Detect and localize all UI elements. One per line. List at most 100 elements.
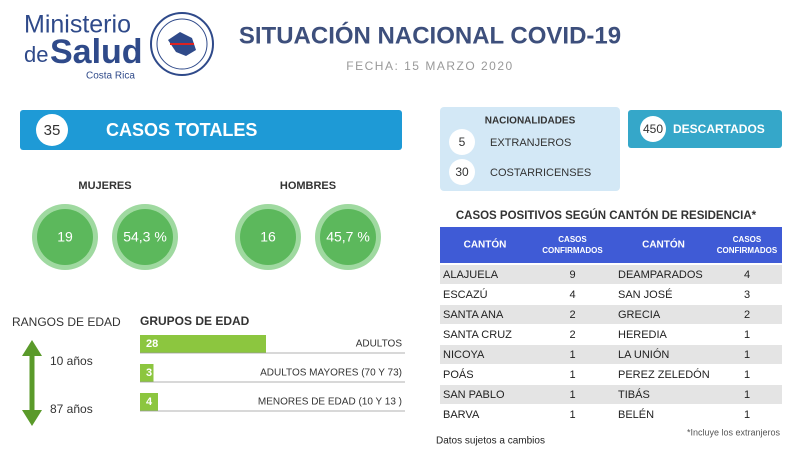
table-canton: ESCAZÚ [443,288,488,301]
logo-text: Ministerio [24,11,131,39]
table-canton: BELÉN [618,408,654,421]
nationalities-box [440,107,620,191]
table-canton: SAN JOSÉ [618,288,672,301]
table-row-bg [440,325,782,344]
total-value: 35 [44,122,61,139]
table-canton: LA UNIÓN [618,348,669,361]
table-header: CANTÓN [464,238,507,251]
age-label: MENORES DE EDAD (10 Y 13 ) [258,397,402,408]
gender-circle [37,209,93,265]
table-count: 1 [744,369,750,381]
gender-section: MUJERES 19 54,3 % HOMBRES 16 45,7 % [32,180,381,270]
age-bar [140,393,158,411]
age-ranges-title: RANGOS DE EDAD [12,315,121,329]
total-badge [36,114,68,146]
age-groups-title: GRUPOS DE EDAD [140,314,250,328]
table-count: 1 [744,329,750,341]
table-canton: ALAJUELA [443,269,499,281]
nationalities-title: NACIONALIDADES [485,116,576,127]
total-box [20,110,402,150]
gender-label: HOMBRES [280,180,336,192]
table-row-bg [440,285,782,304]
table-count: 1 [569,369,575,381]
table-count: 4 [744,269,750,281]
table-header: CANTÓN [642,238,685,251]
table-header: CASOS CONFIRMADOS [717,235,778,255]
discarded-label: DESCARTADOS [673,122,765,136]
gender-label: MUJERES [78,180,131,192]
date: FECHA: 15 MARZO 2020 [346,59,513,73]
table-canton: BARVA [443,409,480,421]
table-row-bg [440,265,782,284]
table-count: 1 [569,349,575,361]
nationality-label: COSTARRICENSES [490,167,591,179]
nationality-count: 30 [455,165,469,179]
table-canton: SAN PABLO [443,389,505,401]
table-title: CASOS POSITIVOS SEGÚN CANTÓN DE RESIDENC… [456,209,757,222]
footnote: *Incluye los extranjeros [687,427,781,437]
table-count: 1 [744,409,750,421]
table-row-bg [440,345,782,364]
table-count: 1 [744,389,750,401]
nationalities-list: 5 EXTRANJEROS 30 COSTARRICENSES [449,129,591,185]
age-min: 10 años [50,354,93,368]
table-count: 4 [569,289,575,301]
gender-value: 54,3 % [123,229,167,245]
discarded-box [628,110,782,148]
table-canton: GRECIA [618,309,661,321]
table-count: 1 [569,389,575,401]
table-canton: SANTA ANA [443,309,504,321]
table-row-bg [440,405,782,424]
table-canton: SANTA CRUZ [443,329,512,341]
gender-circle [117,209,173,265]
table-count: 2 [569,329,575,341]
page-title: SITUACIÓN NACIONAL COVID-19 [239,21,621,49]
disclaimer: Datos sujetos a cambios [436,436,545,447]
table-canton: PEREZ ZELEDÓN [618,368,710,381]
table-count: 2 [744,309,750,321]
table-canton: NICOYA [443,349,485,361]
age-count: 28 [146,338,158,350]
nationality-badge [449,129,475,155]
table-count: 1 [569,409,575,421]
age-bar [140,335,266,353]
discarded-value: 450 [643,122,663,136]
table-row-bg [440,365,782,384]
age-max: 87 años [50,402,93,416]
logo-emblem [150,12,214,76]
age-groups: 28 ADULTOS 3 ADULTOS MAYORES (70 Y 73) 4 MENO… [140,335,405,412]
logo-text: Costa Rica [86,71,135,82]
canton-table: CANTÓN CASOS CONFIRMADOS CANTÓN CASOS CONFIRM… [440,227,782,424]
table-count: 2 [569,309,575,321]
nationality-badge [449,159,475,185]
gender-value: 19 [57,229,73,245]
age-arrow [22,340,42,426]
age-bar [140,364,154,382]
gender-circle [320,209,376,265]
gender-value: 45,7 % [326,229,370,245]
age-count: 3 [146,367,152,379]
discarded-badge [640,116,666,142]
table-header: CASOS CONFIRMADOS [542,235,603,255]
logo-text: Salud [50,33,143,71]
age-label: ADULTOS [356,339,403,350]
table-canton: HEREDIA [618,329,668,341]
age-label: ADULTOS MAYORES (70 Y 73) [260,368,402,379]
table-row-bg [440,305,782,324]
nationality-count: 5 [459,135,466,149]
table-row-bg [440,385,782,404]
table-header-bg [440,227,782,263]
gender-value: 16 [260,229,276,245]
table-canton: TIBÁS [618,388,650,401]
table-count: 1 [744,349,750,361]
total-label: CASOS TOTALES [106,120,257,140]
age-count: 4 [146,396,153,408]
logo-text: de [24,42,48,67]
table-canton: POÁS [443,368,474,381]
gender-circle [240,209,296,265]
table-canton: DEAMPARADOS [618,269,703,281]
table-count: 3 [744,289,750,301]
nationality-label: EXTRANJEROS [490,137,571,149]
